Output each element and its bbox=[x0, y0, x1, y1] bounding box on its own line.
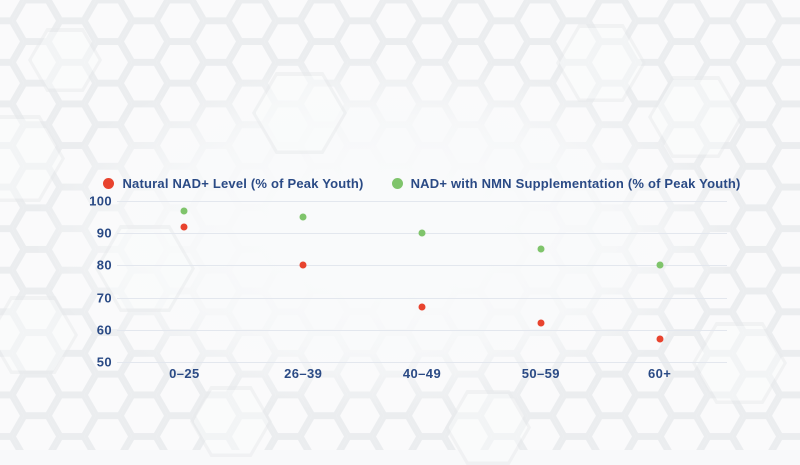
chart-legend: Natural NAD+ Level (% of Peak Youth) NAD+… bbox=[103, 175, 740, 191]
x-axis-category-label: 40–49 bbox=[402, 366, 442, 381]
data-point bbox=[418, 303, 426, 311]
x-axis: 0–25 26–39 40–49 50–59 60+ bbox=[125, 366, 719, 382]
data-point bbox=[418, 229, 426, 237]
data-point bbox=[180, 207, 188, 215]
x-axis-category-label: 60+ bbox=[647, 366, 672, 381]
legend-marker-circle-icon bbox=[103, 177, 115, 189]
legend-item[interactable]: Natural NAD+ Level (% of Peak Youth) bbox=[103, 176, 363, 191]
y-axis-tick-label: 100 bbox=[89, 193, 112, 209]
y-axis-tick-label: 90 bbox=[96, 225, 112, 241]
y-axis-tick-label: 50 bbox=[96, 354, 112, 370]
data-point bbox=[537, 319, 545, 327]
x-axis-category-label: 26–39 bbox=[284, 366, 323, 381]
plot-track bbox=[125, 201, 719, 362]
legend-label: NAD+ with NMN Supplementation (% of Peak… bbox=[410, 175, 741, 191]
y-axis: 100 90 80 70 60 50 bbox=[56, 194, 112, 370]
legend-item[interactable]: NAD+ with NMN Supplementation (% of Peak… bbox=[391, 175, 741, 191]
plot-area bbox=[117, 201, 727, 363]
nad-chart-slide: { "chart_data": { "type": "scatter", "ti… bbox=[0, 0, 800, 450]
data-point bbox=[656, 261, 664, 269]
x-axis-category-label: 50–59 bbox=[521, 366, 560, 381]
gridline bbox=[117, 362, 727, 363]
legend-label: Natural NAD+ Level (% of Peak Youth) bbox=[122, 175, 364, 191]
data-point bbox=[299, 261, 307, 269]
y-axis-tick-label: 60 bbox=[96, 322, 112, 338]
x-axis-category-label: 0–25 bbox=[169, 366, 200, 381]
legend-marker-circle-icon bbox=[391, 177, 403, 189]
nad-decline-chart: Natural NAD+ Level (% of Peak Youth) NAD+… bbox=[56, 175, 740, 382]
data-point bbox=[537, 245, 545, 253]
y-axis-tick-label: 70 bbox=[96, 290, 112, 306]
y-axis-tick-label: 80 bbox=[96, 257, 112, 273]
data-point bbox=[656, 335, 664, 343]
data-point bbox=[299, 213, 307, 221]
data-point bbox=[180, 223, 188, 231]
